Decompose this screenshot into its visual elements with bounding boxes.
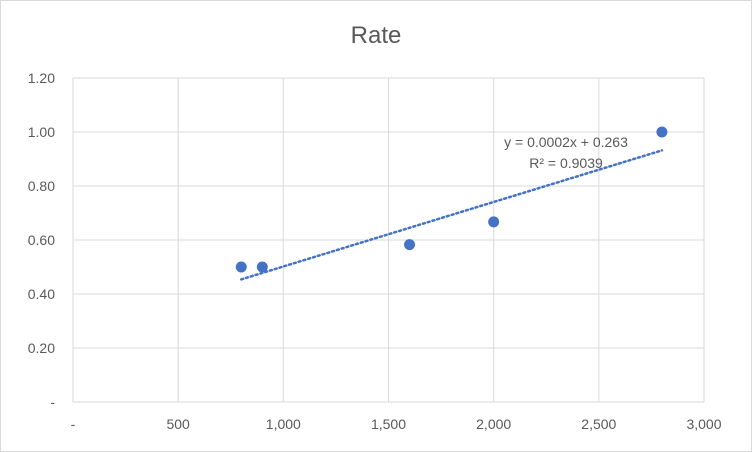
x-tick-label: 1,000 bbox=[266, 416, 301, 432]
y-tick-label: 1.20 bbox=[28, 70, 55, 86]
x-tick-label: 2,500 bbox=[581, 416, 616, 432]
x-tick-label: 3,000 bbox=[686, 416, 721, 432]
trendline-equation: y = 0.0002x + 0.263 bbox=[504, 134, 628, 150]
y-tick-label: 0.20 bbox=[28, 340, 55, 356]
chart-title: Rate bbox=[350, 22, 402, 49]
x-tick-label: 2,000 bbox=[476, 416, 511, 432]
x-tick-label: 1,500 bbox=[371, 416, 406, 432]
data-point bbox=[256, 261, 268, 273]
data-point bbox=[656, 126, 668, 138]
y-tick-label: - bbox=[50, 394, 55, 410]
y-tick-label: 0.40 bbox=[28, 286, 55, 302]
y-tick-label: 1.00 bbox=[28, 124, 55, 140]
x-tick-label: - bbox=[71, 416, 76, 432]
y-tick-label: 0.60 bbox=[28, 232, 55, 248]
y-tick-label: 0.80 bbox=[28, 178, 55, 194]
data-point bbox=[488, 216, 500, 228]
data-point bbox=[235, 261, 247, 273]
x-tick-label: 500 bbox=[166, 416, 190, 432]
trendline bbox=[240, 149, 664, 281]
data-point bbox=[404, 239, 416, 251]
trendline-r2: R² = 0.9039 bbox=[529, 155, 603, 171]
